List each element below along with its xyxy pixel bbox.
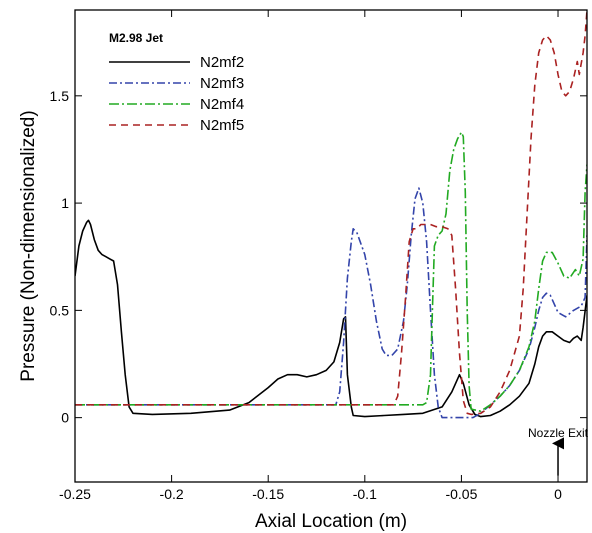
- x-tick-label: -0.05: [445, 486, 477, 502]
- x-tick-label: 0: [554, 486, 562, 502]
- legend: M2.98 Jet N2mf2 N2mf3 N2mf4 N2mf5: [109, 31, 244, 134]
- x-tick-label: -0.2: [160, 486, 184, 502]
- legend-label-n2mf2: N2mf2: [200, 54, 244, 71]
- legend-label-n2mf4: N2mf4: [200, 96, 244, 113]
- nozzle-exit-annotation: Nozzle Exit: [528, 426, 589, 476]
- y-axis-label: Pressure (Non-dimensionalized): [18, 110, 39, 381]
- y-tick-label: 1: [61, 195, 69, 211]
- legend-title: M2.98 Jet: [109, 31, 163, 45]
- x-tick-label: -0.15: [252, 486, 284, 502]
- axis-ticks: -0.25 -0.2 -0.15 -0.1 -0.05 0 0 0.5 1 1.5: [50, 10, 587, 502]
- x-tick-label: -0.1: [353, 486, 377, 502]
- legend-label-n2mf5: N2mf5: [200, 117, 244, 134]
- series-line-n2mf5: [75, 10, 587, 416]
- series-layer: [75, 10, 587, 419]
- x-axis-label: Axial Location (m): [255, 511, 407, 532]
- legend-label-n2mf3: N2mf3: [200, 75, 244, 92]
- plot-frame: [74, 9, 588, 483]
- y-tick-label: 1.5: [50, 88, 70, 104]
- plot-area: [75, 10, 587, 482]
- x-tick-label: -0.25: [59, 486, 91, 502]
- series-line-n2mf2: [75, 219, 587, 418]
- annotation-text: Nozzle Exit: [528, 426, 589, 440]
- series-line-n2mf3: [75, 187, 587, 419]
- series-line-n2mf4: [75, 131, 587, 412]
- y-tick-label: 0: [61, 410, 69, 426]
- y-tick-label: 0.5: [50, 302, 70, 318]
